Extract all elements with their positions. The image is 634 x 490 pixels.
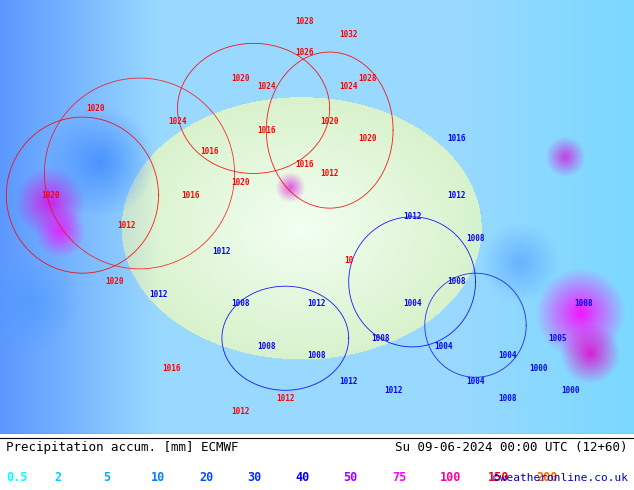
Text: 1004: 1004 — [434, 343, 453, 351]
Text: 1008: 1008 — [371, 334, 390, 343]
Text: 1016: 1016 — [181, 191, 200, 199]
Text: 10: 10 — [151, 471, 165, 484]
Text: Su 09-06-2024 00:00 UTC (12+60): Su 09-06-2024 00:00 UTC (12+60) — [395, 441, 628, 454]
Text: 1016: 1016 — [162, 364, 181, 373]
Text: 1008: 1008 — [257, 343, 276, 351]
Text: 1012: 1012 — [339, 377, 358, 386]
Text: 1008: 1008 — [574, 299, 593, 308]
Text: 5: 5 — [103, 471, 110, 484]
Text: 40: 40 — [295, 471, 309, 484]
Text: 1008: 1008 — [498, 394, 517, 403]
Text: 1020: 1020 — [320, 117, 339, 126]
Text: 1028: 1028 — [358, 74, 377, 82]
Text: 1024: 1024 — [168, 117, 187, 126]
Text: 1012: 1012 — [212, 247, 231, 256]
Text: 1000: 1000 — [561, 386, 580, 395]
Text: 1000: 1000 — [529, 364, 548, 373]
Text: 1004: 1004 — [403, 299, 422, 308]
Text: 1020: 1020 — [41, 191, 60, 199]
Text: 1008: 1008 — [447, 277, 466, 286]
Text: 30: 30 — [247, 471, 261, 484]
Text: 1012: 1012 — [384, 386, 403, 395]
Text: 1012: 1012 — [149, 291, 168, 299]
Text: 1012: 1012 — [307, 299, 327, 308]
Text: 1020: 1020 — [231, 74, 250, 82]
Text: 1012: 1012 — [276, 394, 295, 403]
Text: 1004: 1004 — [498, 351, 517, 360]
Text: 1012: 1012 — [403, 212, 422, 221]
Text: 200: 200 — [536, 471, 558, 484]
Text: 10: 10 — [344, 256, 353, 265]
Text: 1016: 1016 — [447, 134, 466, 143]
Text: 1008: 1008 — [231, 299, 250, 308]
Text: 1020: 1020 — [231, 178, 250, 187]
Text: 0.5: 0.5 — [6, 471, 28, 484]
Text: 100: 100 — [440, 471, 462, 484]
Text: 1024: 1024 — [257, 82, 276, 91]
Text: 1026: 1026 — [295, 48, 314, 56]
Text: Precipitation accum. [mm] ECMWF: Precipitation accum. [mm] ECMWF — [6, 441, 239, 454]
Text: 1012: 1012 — [231, 408, 250, 416]
Text: 1020: 1020 — [105, 277, 124, 286]
Text: 20: 20 — [199, 471, 213, 484]
Text: 1020: 1020 — [358, 134, 377, 143]
Text: 2: 2 — [55, 471, 61, 484]
Text: 50: 50 — [344, 471, 358, 484]
Text: 1008: 1008 — [307, 351, 327, 360]
Text: 1016: 1016 — [200, 147, 219, 156]
Text: 1012: 1012 — [320, 169, 339, 178]
Text: 150: 150 — [488, 471, 510, 484]
Text: 1028: 1028 — [295, 17, 314, 26]
Text: 1020: 1020 — [86, 104, 105, 113]
Text: 1024: 1024 — [339, 82, 358, 91]
Text: 1008: 1008 — [466, 234, 485, 243]
Text: 1012: 1012 — [447, 191, 466, 199]
Text: 1004: 1004 — [466, 377, 485, 386]
Text: 1016: 1016 — [295, 160, 314, 169]
Text: 1016: 1016 — [257, 125, 276, 135]
Text: 1032: 1032 — [339, 30, 358, 39]
Text: 1012: 1012 — [117, 221, 136, 230]
Text: 75: 75 — [392, 471, 406, 484]
Text: ©weatheronline.co.uk: ©weatheronline.co.uk — [493, 472, 628, 483]
Text: 1005: 1005 — [548, 334, 567, 343]
